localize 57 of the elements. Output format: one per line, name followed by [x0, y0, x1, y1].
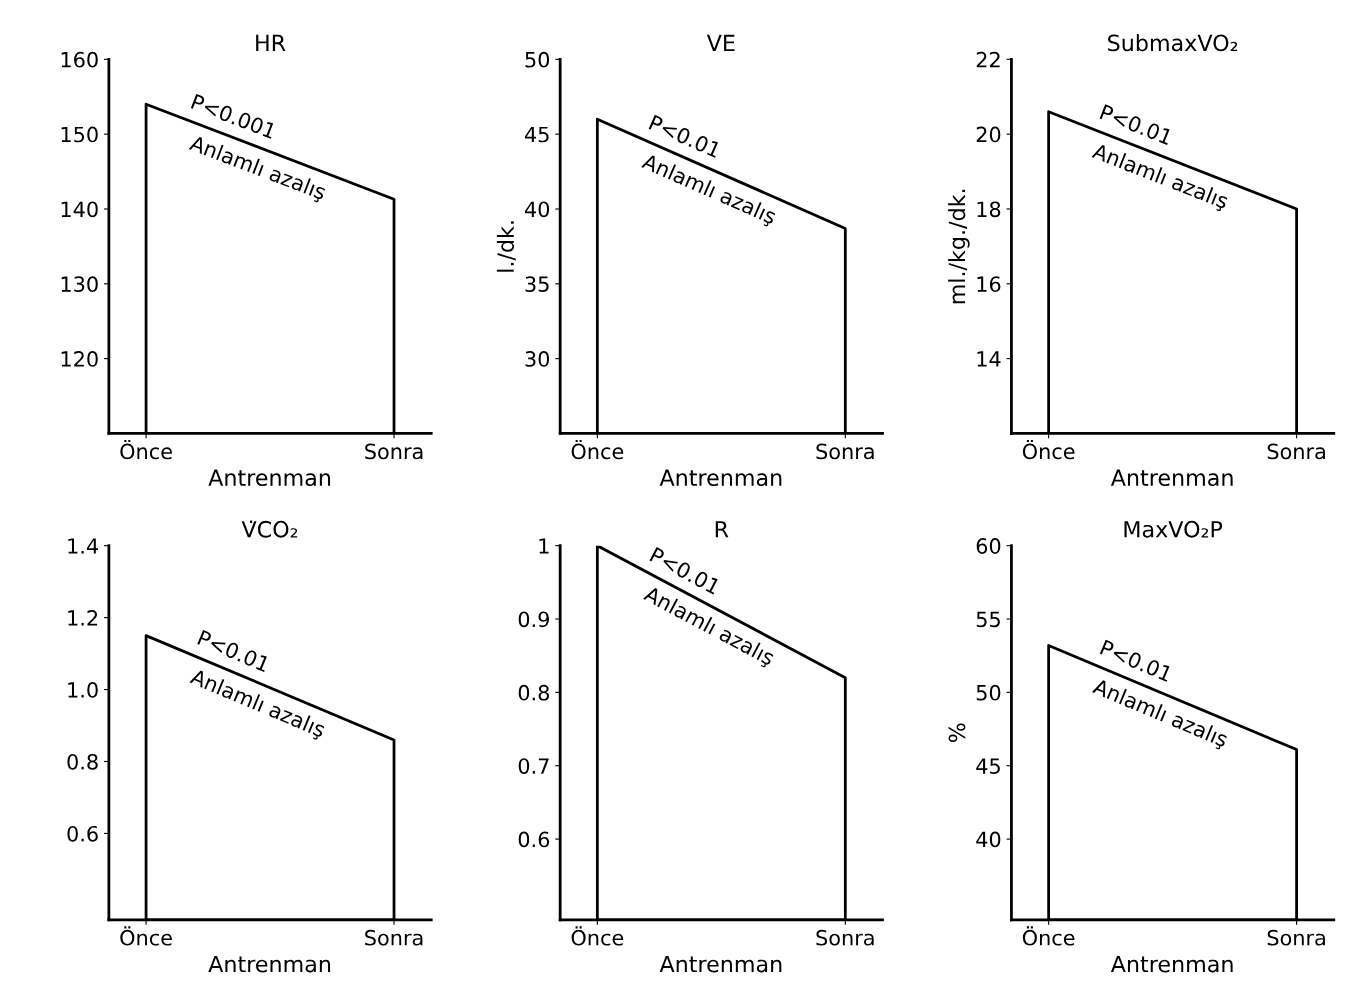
- chart-title: R: [715, 521, 729, 538]
- y-tick-label: 0.8: [67, 753, 98, 770]
- y-tick-label: 20: [976, 126, 1001, 143]
- y-tick-label: 18: [977, 201, 1001, 218]
- y-tick-label: 130: [61, 276, 98, 293]
- x-axis-title: Antrenman: [208, 469, 331, 487]
- y-tick-label: 150: [61, 126, 98, 143]
- y-tick-label: 45: [976, 758, 1000, 774]
- y-tick-label: 0.6: [518, 831, 550, 848]
- y-tick-label: 0.9: [518, 611, 549, 628]
- x-axis-title: Antrenman: [659, 469, 782, 487]
- x-tick-label: Sonra: [816, 443, 874, 460]
- y-tick-label: 22: [976, 51, 1000, 68]
- y-axis-title: %: [948, 723, 966, 743]
- y-tick-label: 50: [525, 51, 550, 68]
- y-tick-label: 16: [977, 276, 1001, 293]
- x-tick-label: Önce: [120, 440, 172, 460]
- y-tick-label: 1.2: [68, 610, 98, 626]
- chart-title: V̇CO₂: [241, 520, 298, 538]
- x-tick-label: Sonra: [365, 929, 423, 946]
- y-tick-label: 140: [61, 201, 98, 218]
- y-tick-label: 45: [524, 126, 549, 143]
- y-tick-label: 1.0: [68, 682, 98, 698]
- chart-title: MaxVO₂P: [1124, 520, 1223, 538]
- y-tick-label: 1: [539, 538, 549, 554]
- y-tick-label: 50: [976, 684, 1001, 701]
- x-tick-label: Sonra: [1267, 443, 1325, 460]
- x-axis-title: Antrenman: [659, 955, 782, 973]
- y-tick-label: 0.7: [518, 758, 549, 774]
- y-tick-label: 40: [524, 201, 550, 218]
- y-tick-label: 60: [976, 538, 1001, 554]
- y-tick-label: 120: [61, 351, 98, 367]
- chart-title: HR: [256, 34, 286, 52]
- chart-title: VE: [706, 34, 735, 52]
- y-tick-label: 35: [525, 276, 549, 293]
- x-tick-label: Önce: [1022, 440, 1075, 460]
- y-axis-title: l./dk.: [496, 221, 516, 272]
- x-tick-label: Sonra: [365, 443, 423, 460]
- x-tick-label: Sonra: [816, 929, 874, 946]
- x-axis-title: Antrenman: [1110, 955, 1233, 973]
- y-tick-label: 30: [525, 351, 550, 367]
- x-tick-label: Önce: [571, 440, 624, 460]
- y-tick-label: 1.4: [68, 538, 98, 554]
- y-tick-label: 160: [61, 51, 98, 68]
- x-axis-title: Antrenman: [208, 955, 331, 973]
- y-tick-label: 0.6: [67, 825, 98, 842]
- x-tick-label: Sonra: [1267, 929, 1325, 946]
- x-axis-title: Antrenman: [1110, 469, 1233, 487]
- y-tick-label: 0.8: [518, 684, 550, 701]
- chart-title: SubmaxVO₂: [1108, 34, 1238, 52]
- y-tick-label: 14: [977, 351, 1001, 367]
- x-tick-label: Önce: [120, 926, 172, 946]
- y-axis-title: ml./kg./dk.: [948, 189, 970, 304]
- y-tick-label: 55: [976, 611, 1000, 628]
- y-tick-label: 40: [976, 831, 1001, 848]
- x-tick-label: Önce: [1022, 926, 1075, 946]
- x-tick-label: Önce: [571, 926, 624, 946]
